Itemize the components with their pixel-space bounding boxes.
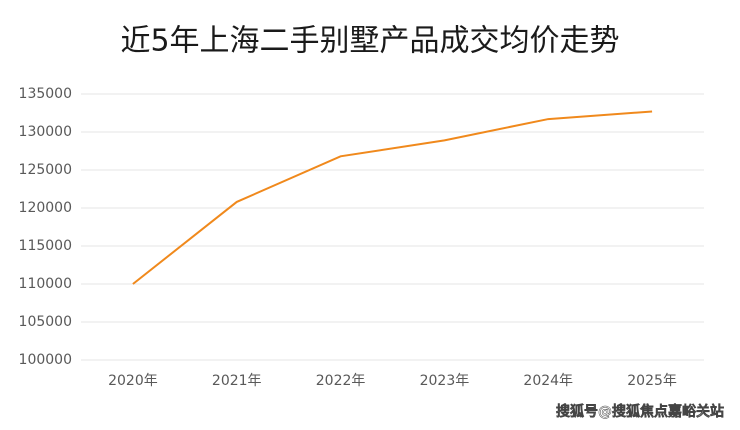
y-tick-label: 115000 — [19, 238, 72, 254]
x-tick-label: 2020年 — [108, 373, 158, 389]
x-tick-label: 2024年 — [523, 373, 573, 389]
x-tick-label: 2022年 — [316, 373, 366, 389]
chart-title: 近5年上海二手别墅产品成交均价走势 — [120, 24, 619, 59]
watermark: 搜狐号@搜狐焦点嘉峪关站 — [556, 403, 724, 420]
y-tick-label: 125000 — [19, 162, 72, 178]
line — [132, 110, 653, 285]
x-tick-label: 2021年 — [212, 373, 262, 389]
y-tick-label: 105000 — [19, 314, 72, 330]
y-tick-label: 135000 — [19, 86, 72, 102]
y-tick-label: 100000 — [19, 352, 72, 368]
x-tick-label: 2025年 — [627, 373, 677, 389]
y-tick-label: 120000 — [19, 200, 72, 216]
y-tick-label: 110000 — [19, 276, 72, 292]
x-tick-label: 2023年 — [420, 373, 470, 389]
y-tick-label: 130000 — [19, 124, 72, 140]
